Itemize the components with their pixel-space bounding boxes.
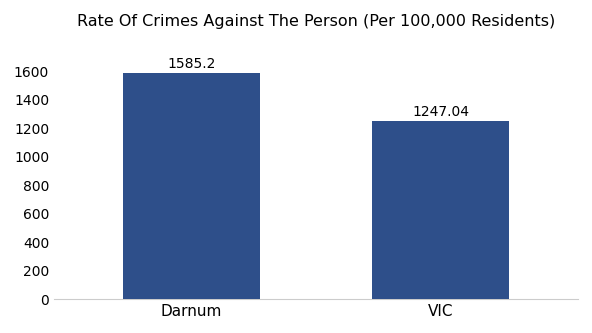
Bar [372, 122, 510, 299]
Bar [123, 73, 260, 299]
Title: Rate Of Crimes Against The Person (Per 100,000 Residents): Rate Of Crimes Against The Person (Per 1… [77, 14, 555, 29]
Text: 1247.04: 1247.04 [413, 105, 469, 119]
Text: 1585.2: 1585.2 [167, 57, 215, 71]
